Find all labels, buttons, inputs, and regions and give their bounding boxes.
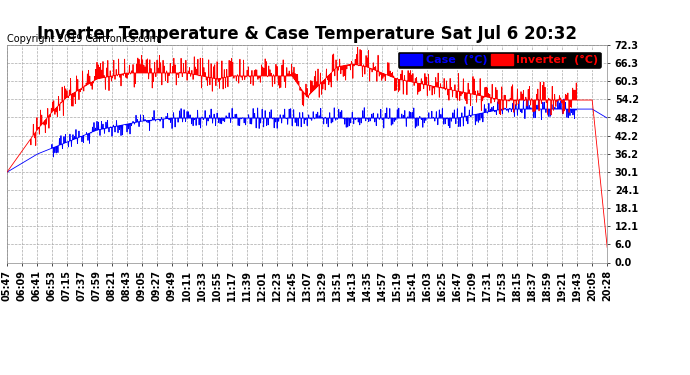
Title: Inverter Temperature & Case Temperature Sat Jul 6 20:32: Inverter Temperature & Case Temperature … — [37, 26, 577, 44]
Legend: Case  (°C), Inverter  (°C): Case (°C), Inverter (°C) — [397, 51, 602, 69]
Text: Copyright 2019 Cartronics.com: Copyright 2019 Cartronics.com — [7, 34, 159, 44]
